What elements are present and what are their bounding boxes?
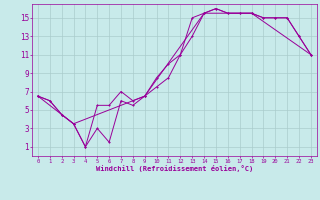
X-axis label: Windchill (Refroidissement éolien,°C): Windchill (Refroidissement éolien,°C) xyxy=(96,165,253,172)
